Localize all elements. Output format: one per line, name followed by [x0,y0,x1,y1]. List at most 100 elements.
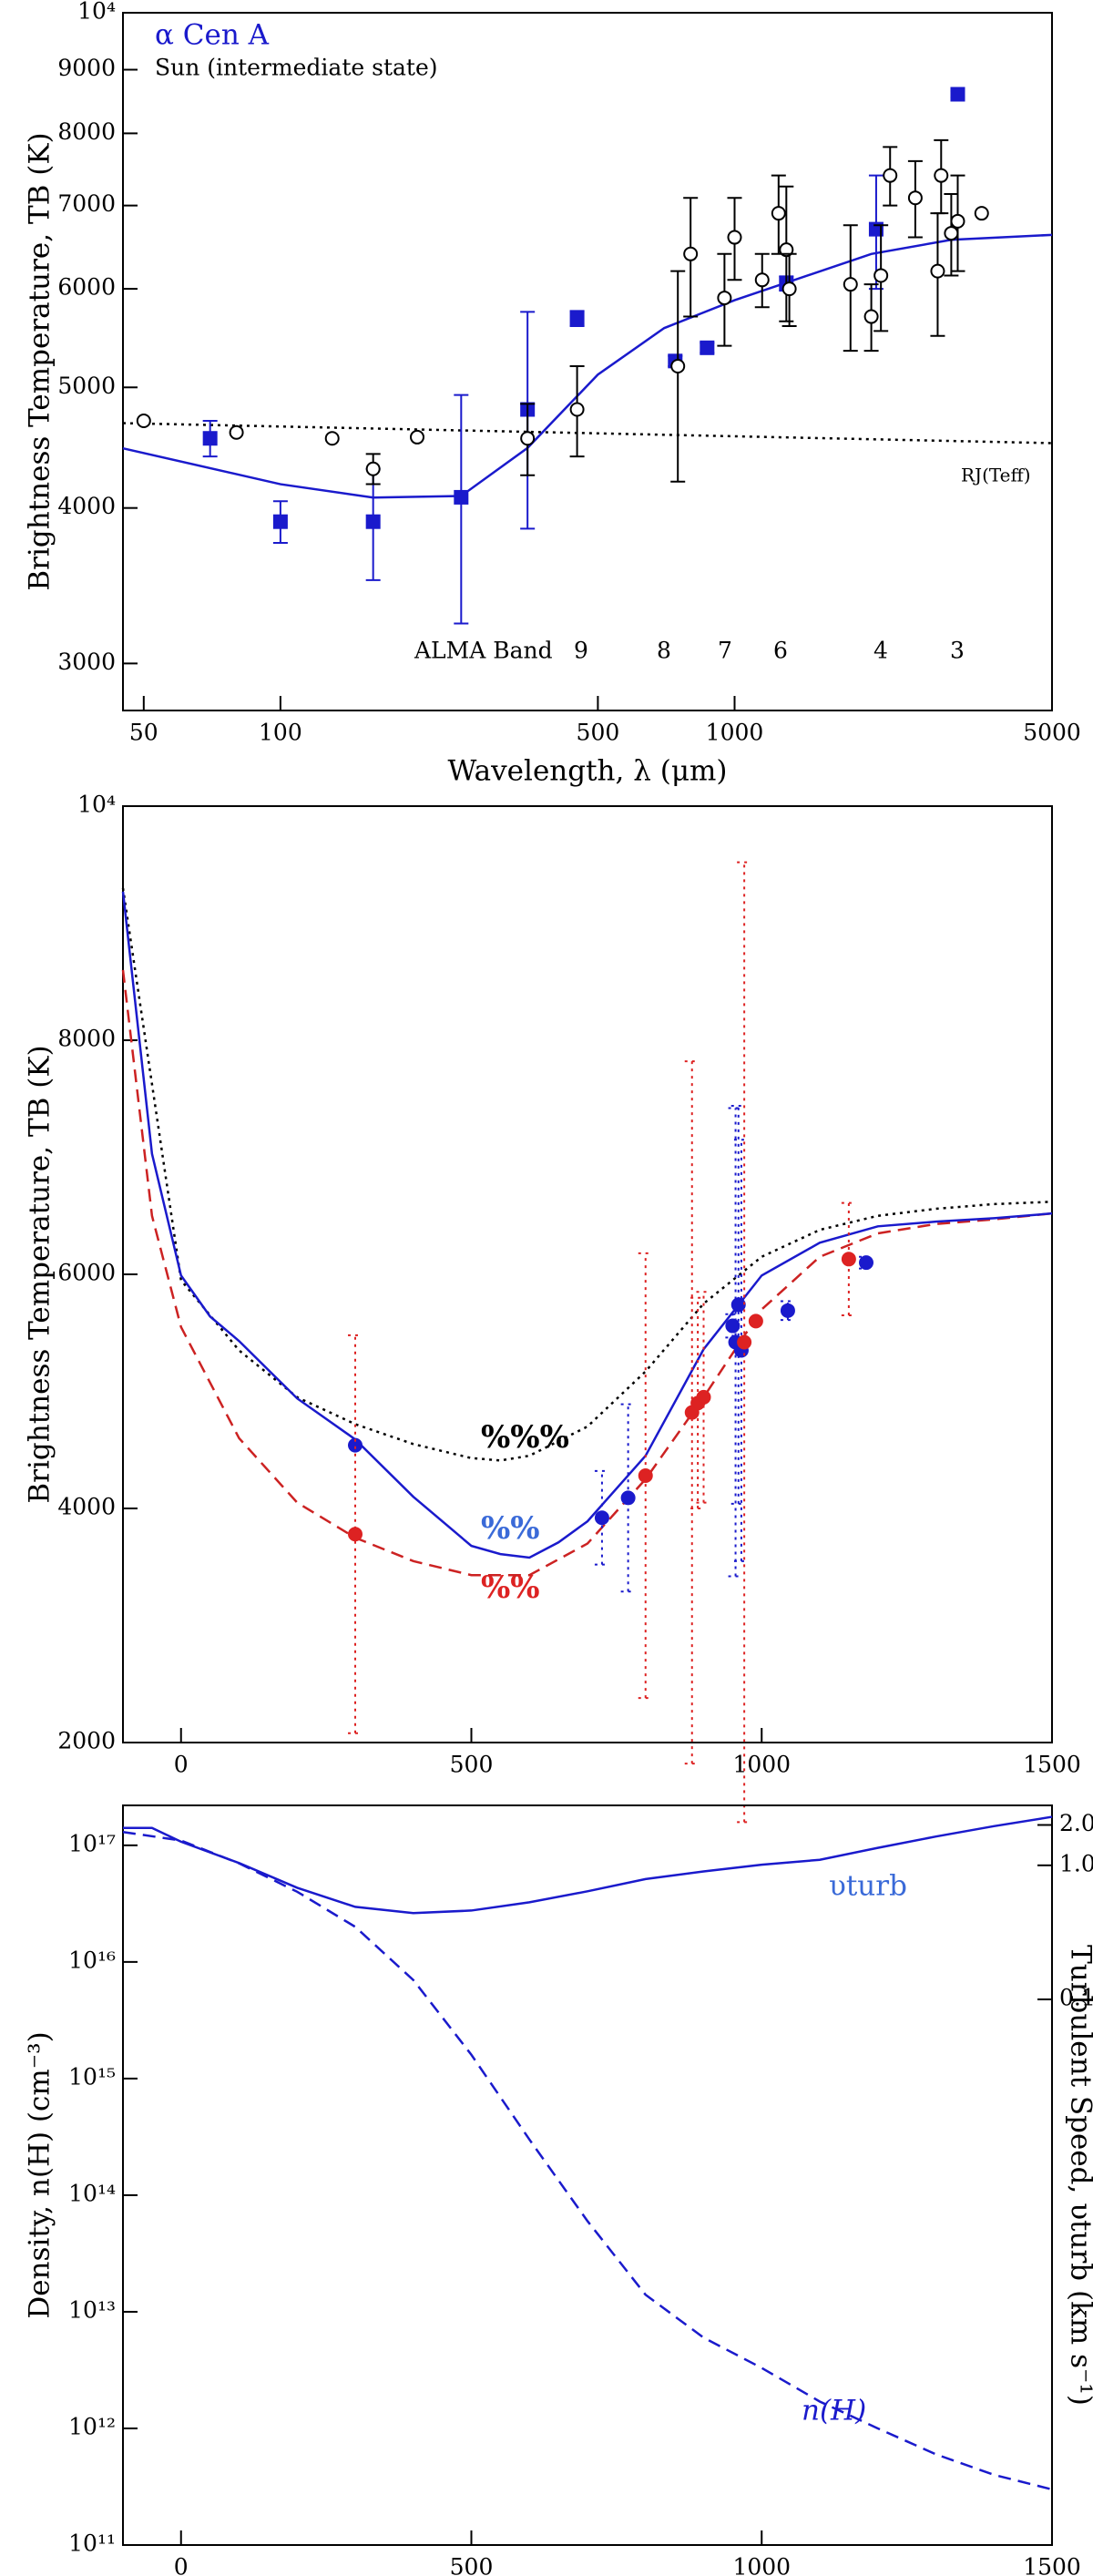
marker [944,226,959,241]
x-tick-label: 50 [129,720,158,746]
marker [454,489,469,505]
x-tick-label: 500 [450,1752,494,1778]
error-bar [696,1291,711,1504]
marker [841,1252,856,1267]
legend-label: Sun (intermediate state) [155,55,438,81]
marker [409,429,424,445]
marker [781,281,797,297]
y-tick-label: 10⁴ [77,0,116,25]
y2-axis-label: Turbulent Speed, υturb (km s⁻¹) [1065,1945,1093,2406]
x-tick-label: 100 [259,720,302,746]
series-line [122,1831,1053,2491]
annotation: 7 [718,638,732,664]
error-bar [733,1139,749,1562]
marker [934,168,949,183]
y-axis-label: Brightness Temperature, TB (K) [24,132,56,590]
marker [859,1255,873,1271]
marker [737,1334,752,1350]
marker [136,413,151,428]
y-tick-label: 10¹⁶ [68,1947,116,1973]
marker [780,1303,795,1318]
error-bar [841,1201,856,1316]
y-tick-label: 10¹⁴ [68,2180,116,2206]
marker [520,431,536,446]
y-axis-label: Density, n(H) (cm⁻³) [24,2031,56,2318]
marker [950,213,965,229]
series-line [121,969,1053,1577]
y-tick-label: 1.0 [1059,1850,1093,1876]
marker [730,1297,746,1313]
series-line [122,422,1053,445]
series-line [121,891,1053,1559]
marker [594,1510,609,1526]
annotation: 4 [873,638,888,664]
plot-frame [122,805,1053,1743]
marker [202,431,218,446]
y-tick-label: 2000 [57,1728,116,1754]
y-tick-label: 10¹⁵ [68,2063,116,2090]
error-bar [670,270,686,483]
marker [670,359,686,374]
marker [683,246,699,261]
marker [907,190,923,206]
annotation: 8 [657,638,671,664]
series-line [122,233,1053,499]
marker [348,1437,363,1453]
x-tick-label: 1500 [1023,1752,1081,1778]
x-tick-label: 1000 [732,1752,791,1778]
y-tick-label: 6000 [57,1260,116,1286]
plot-frame [122,1804,1053,2546]
marker [843,277,858,292]
series-line [121,887,1053,1462]
y-tick-label: 0.1 [1059,1984,1093,2010]
marker [771,206,786,221]
marker [696,1389,711,1405]
x-tick-label: 500 [577,720,620,746]
marker [569,402,585,417]
annotation: 3 [950,638,965,664]
y-tick-label: 10¹² [68,2413,116,2439]
x-tick-label: 500 [450,2554,494,2576]
series-line [123,1815,1053,1915]
marker [272,514,288,529]
y-tick-label: 4000 [57,493,116,519]
y-axis-label: Brightness Temperature, TB (K) [24,1045,56,1503]
marker [620,1490,636,1506]
marker [365,461,381,476]
y-tick-label: 5000 [57,373,116,399]
marker [873,268,889,283]
annotation: 6 [773,638,788,664]
annotation: %% [481,1510,540,1547]
x-tick-label: 5000 [1023,720,1081,746]
marker [883,168,898,183]
marker [930,263,945,279]
marker [717,291,732,306]
x-tick-label: 0 [174,1752,189,1778]
marker [638,1468,653,1484]
legend-label: α Cen A [155,19,270,52]
error-bar [594,1469,609,1566]
marker [779,242,794,258]
y-tick-label: 6000 [57,274,116,301]
series-label: n(H) [802,2395,866,2428]
y-tick-label: 3000 [57,649,116,675]
x-axis-label: Wavelength, λ (μm) [448,755,728,788]
error-bar [620,1403,636,1593]
error-bar [737,861,752,1824]
marker [863,309,879,324]
marker [348,1527,363,1542]
marker [569,311,585,326]
annotation: %%% [481,1419,569,1456]
x-tick-label: 1500 [1023,2554,1081,2576]
marker [727,230,742,245]
y-tick-label: 8000 [57,118,116,145]
marker [748,1314,763,1329]
marker [229,424,244,440]
x-tick-label: 1000 [732,2554,791,2576]
error-bar [638,1252,653,1700]
y-tick-label: 10⁴ [77,792,116,818]
y-tick-label: 10¹¹ [68,2530,116,2557]
x-tick-label: 0 [174,2554,189,2576]
y-tick-label: 10¹³ [68,2296,116,2323]
